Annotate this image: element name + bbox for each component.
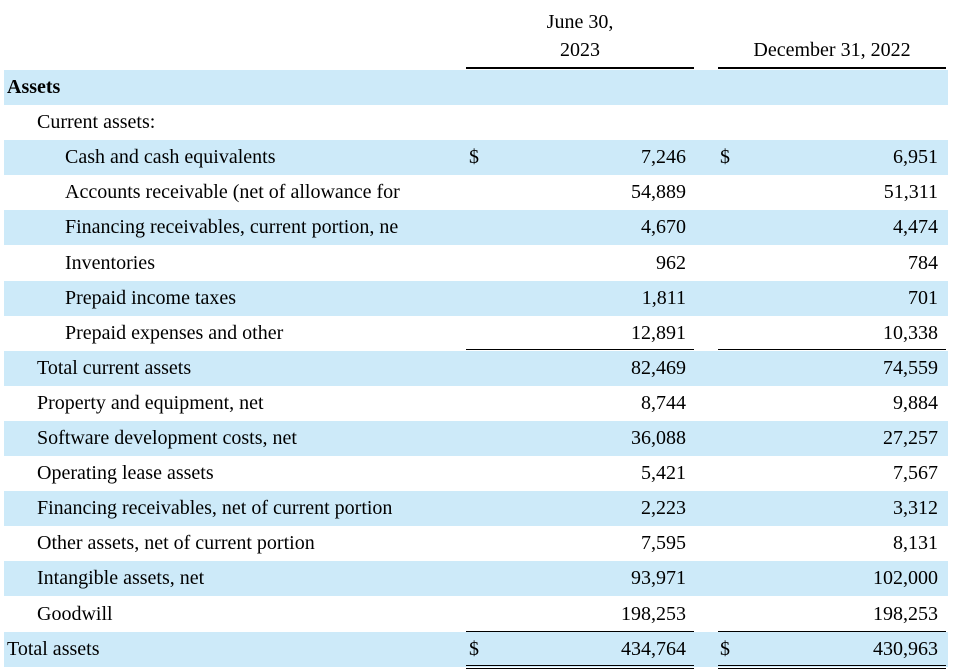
value-june-2023: 93,971 bbox=[631, 567, 686, 589]
row-label: Prepaid income taxes bbox=[65, 287, 237, 309]
value-june-2023: 8,744 bbox=[641, 392, 686, 414]
total-rule-top-col2 bbox=[718, 631, 946, 632]
row-label: Financing receivables, current portion, … bbox=[65, 216, 399, 238]
value-december-2022: 784 bbox=[908, 252, 938, 274]
value-december-2022: 51,311 bbox=[883, 181, 938, 203]
value-december-2022: 7,567 bbox=[893, 462, 938, 484]
table-row: Cash and cash equivalents $ $7,246 6,951 bbox=[4, 140, 948, 175]
value-december-2022: 74,559 bbox=[883, 357, 938, 379]
row-label: Current assets: bbox=[37, 111, 156, 133]
table-row: Assets bbox=[4, 70, 948, 105]
table-row: Prepaid income taxes 1,811 701 bbox=[4, 281, 948, 316]
row-label: Total assets bbox=[7, 638, 100, 660]
value-december-2022: 6,951 bbox=[893, 146, 938, 168]
row-label: Intangible assets, net bbox=[37, 567, 205, 589]
value-june-2023: 198,253 bbox=[621, 603, 686, 625]
row-label: Prepaid expenses and other bbox=[65, 322, 284, 344]
value-december-2022: 3,312 bbox=[893, 497, 938, 519]
total-double-rule-col2-a bbox=[718, 665, 946, 666]
value-june-2023: 1,811 bbox=[641, 287, 686, 309]
value-june-2023: 54,889 bbox=[631, 181, 686, 203]
currency-symbol-col1: $ bbox=[469, 146, 479, 168]
column-header-december-2022: December 31, 2022 bbox=[718, 36, 946, 64]
value-december-2022: 198,253 bbox=[873, 603, 938, 625]
table-row: Goodwill 198,253 198,253 bbox=[4, 597, 948, 632]
value-december-2022: 27,257 bbox=[883, 427, 938, 449]
row-label: Financing receivables, net of current po… bbox=[37, 497, 393, 519]
table-row: Other assets, net of current portion 7,59… bbox=[4, 526, 948, 561]
value-december-2022: 9,884 bbox=[893, 392, 938, 414]
column-header-december-rule bbox=[718, 67, 946, 69]
total-double-rule-col2-b bbox=[718, 668, 946, 669]
currency-symbol-col1: $ bbox=[469, 638, 479, 660]
row-label: Operating lease assets bbox=[37, 462, 214, 484]
row-label: Total current assets bbox=[37, 357, 192, 379]
table-row: Financing receivables, current portion, … bbox=[4, 210, 948, 245]
table-row: Inventories 962 784 bbox=[4, 246, 948, 281]
value-june-2023: 7,595 bbox=[641, 532, 686, 554]
row-label: Assets bbox=[7, 76, 61, 98]
subtotal-rule-col2 bbox=[718, 349, 946, 350]
table-row: Operating lease assets 5,421 7,567 bbox=[4, 456, 948, 491]
value-december-2022: 10,338 bbox=[883, 322, 938, 344]
table-row: Accounts receivable (net of allowance fo… bbox=[4, 175, 948, 210]
column-header-june-2023: June 30, 2023 bbox=[466, 8, 694, 64]
value-june-2023: 962 bbox=[656, 252, 686, 274]
value-december-2022: 8,131 bbox=[893, 532, 938, 554]
column-header-june-line2: 2023 bbox=[560, 39, 600, 61]
value-june-2023: 12,891 bbox=[631, 322, 686, 344]
table-row: Software development costs, net 36,088 27,… bbox=[4, 421, 948, 456]
currency-symbol-col2: $ bbox=[720, 638, 730, 660]
table-row: Financing receivables, net of current po… bbox=[4, 491, 948, 526]
subtotal-rule-col1 bbox=[466, 349, 694, 350]
column-header-june-rule bbox=[466, 67, 694, 69]
table-row: Current assets: bbox=[4, 105, 948, 140]
value-december-2022: 102,000 bbox=[873, 567, 938, 589]
table-row: Total current assets 82,469 74,559 bbox=[4, 351, 948, 386]
value-june-2023: 36,088 bbox=[631, 427, 686, 449]
value-december-2022: 701 bbox=[908, 287, 938, 309]
table-row: Property and equipment, net 8,744 9,884 bbox=[4, 386, 948, 421]
total-double-rule-col1-a bbox=[466, 665, 694, 666]
value-december-2022: 4,474 bbox=[893, 216, 938, 238]
row-label: Property and equipment, net bbox=[37, 392, 264, 414]
row-label: Software development costs, net bbox=[37, 427, 297, 449]
value-june-2023: 2,223 bbox=[641, 497, 686, 519]
table-row: Total assets $ $434,764 430,963 bbox=[4, 632, 948, 667]
column-header-june-line1: June 30, bbox=[546, 11, 614, 33]
value-june-2023: 7,246 bbox=[641, 146, 686, 168]
value-june-2023: 5,421 bbox=[641, 462, 686, 484]
row-label: Accounts receivable (net of allowance fo… bbox=[65, 181, 400, 203]
row-label: Other assets, net of current portion bbox=[37, 532, 315, 554]
value-june-2023: 434,764 bbox=[621, 638, 686, 660]
value-june-2023: 82,469 bbox=[631, 357, 686, 379]
table-row: Prepaid expenses and other 12,891 10,338 bbox=[4, 316, 948, 351]
row-label: Goodwill bbox=[37, 603, 113, 625]
currency-symbol-col2: $ bbox=[720, 146, 730, 168]
total-double-rule-col1-b bbox=[466, 668, 694, 669]
row-label: Cash and cash equivalents bbox=[65, 146, 276, 168]
column-header-december-label: December 31, 2022 bbox=[753, 39, 911, 61]
total-rule-top-col1 bbox=[466, 631, 694, 632]
table-row: Intangible assets, net 93,971 102,000 bbox=[4, 561, 948, 596]
value-june-2023: 4,670 bbox=[641, 216, 686, 238]
value-december-2022: 430,963 bbox=[873, 638, 938, 660]
row-label: Inventories bbox=[65, 252, 155, 274]
